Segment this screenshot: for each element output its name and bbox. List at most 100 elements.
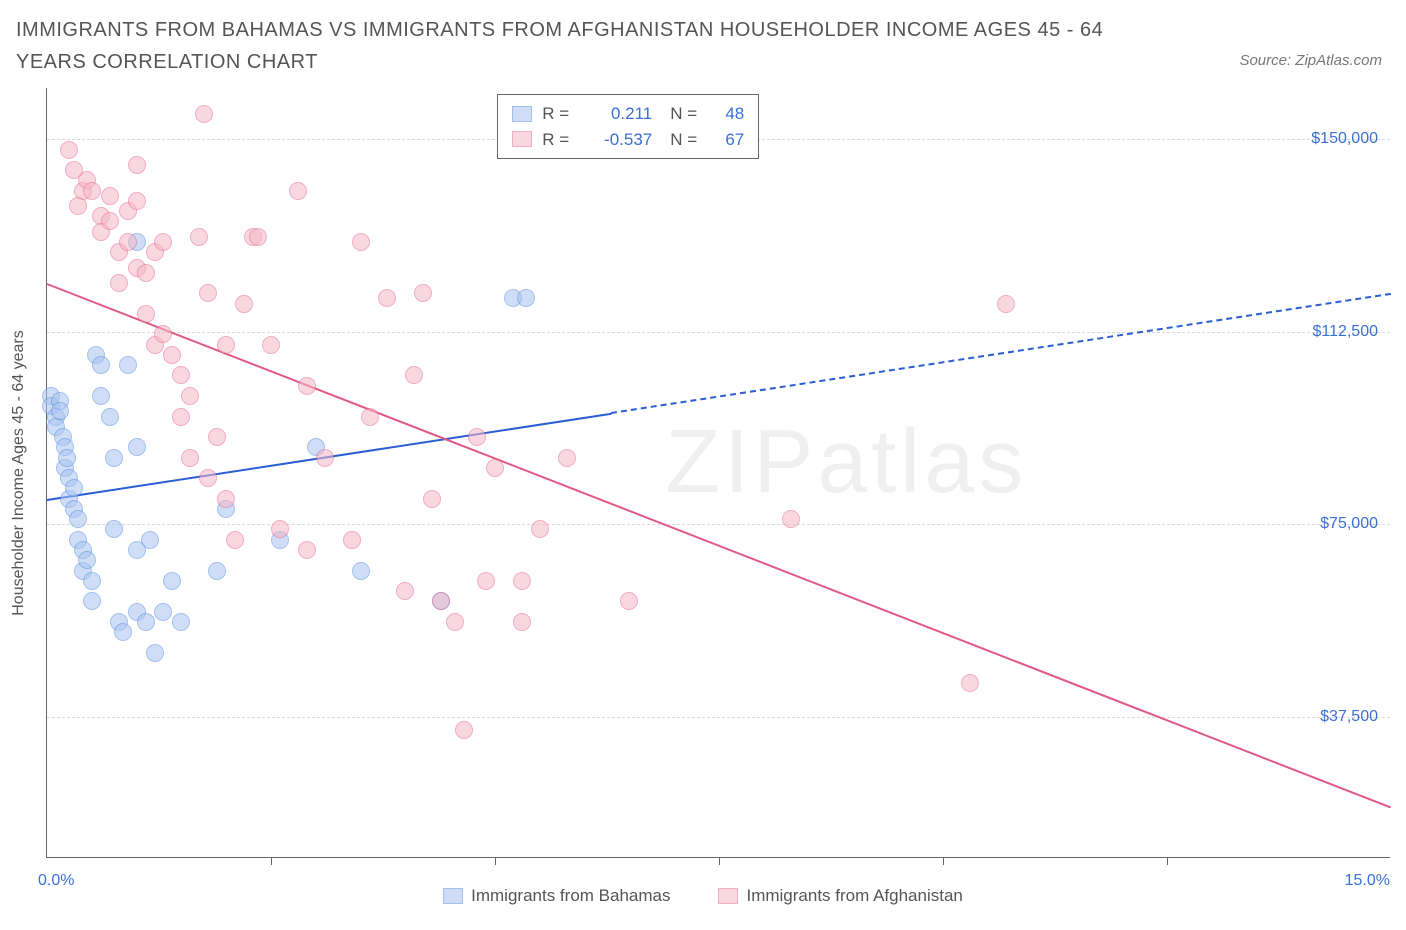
legend-r-value: -0.537 [584, 127, 652, 153]
scatter-point [396, 582, 414, 600]
scatter-point [782, 510, 800, 528]
scatter-point [235, 295, 253, 313]
scatter-point [343, 531, 361, 549]
scatter-point [60, 141, 78, 159]
scatter-point [141, 531, 159, 549]
scatter-point [101, 212, 119, 230]
scatter-point [78, 551, 96, 569]
gridline [47, 332, 1390, 333]
scatter-point [432, 592, 450, 610]
scatter-point [226, 531, 244, 549]
scatter-point [181, 449, 199, 467]
scatter-point [105, 449, 123, 467]
legend-swatch [718, 888, 738, 904]
scatter-point [558, 449, 576, 467]
watermark: ZIPatlas [665, 411, 1027, 514]
scatter-point [128, 192, 146, 210]
scatter-point [217, 490, 235, 508]
legend-series-name: Immigrants from Bahamas [471, 886, 670, 906]
scatter-point [378, 289, 396, 307]
scatter-point [92, 356, 110, 374]
scatter-point [361, 408, 379, 426]
scatter-point [620, 592, 638, 610]
legend-swatch [512, 131, 532, 147]
scatter-point [146, 644, 164, 662]
scatter-point [163, 572, 181, 590]
scatter-point [289, 182, 307, 200]
scatter-point [477, 572, 495, 590]
legend-n-label: N = [670, 127, 702, 153]
scatter-point [414, 284, 432, 302]
x-max-label: 15.0% [1345, 872, 1390, 890]
scatter-point [83, 572, 101, 590]
legend-item: Immigrants from Afghanistan [718, 886, 962, 906]
scatter-point [208, 562, 226, 580]
scatter-point [92, 387, 110, 405]
scatter-point [455, 721, 473, 739]
scatter-point [69, 197, 87, 215]
y-tick-label: $112,500 [1312, 323, 1378, 341]
legend-swatch [443, 888, 463, 904]
legend-swatch [512, 106, 532, 122]
scatter-point [298, 377, 316, 395]
scatter-point [128, 438, 146, 456]
scatter-point [114, 623, 132, 641]
scatter-point [137, 613, 155, 631]
scatter-point [163, 346, 181, 364]
y-tick-label: $150,000 [1311, 130, 1378, 148]
legend-item: Immigrants from Bahamas [443, 886, 670, 906]
y-tick-label: $37,500 [1320, 708, 1378, 726]
scatter-point [172, 613, 190, 631]
chart-title: IMMIGRANTS FROM BAHAMAS VS IMMIGRANTS FR… [16, 14, 1166, 78]
scatter-point [190, 228, 208, 246]
scatter-point [961, 674, 979, 692]
scatter-point [137, 264, 155, 282]
scatter-point [137, 305, 155, 323]
gridline [47, 524, 1390, 525]
scatter-point [105, 520, 123, 538]
legend-n-label: N = [670, 101, 702, 127]
scatter-point [352, 562, 370, 580]
scatter-point [199, 469, 217, 487]
x-tick [495, 857, 496, 865]
scatter-point [110, 274, 128, 292]
source-label: Source: ZipAtlas.com [1239, 52, 1382, 69]
legend-series-name: Immigrants from Afghanistan [746, 886, 962, 906]
x-tick [1167, 857, 1168, 865]
scatter-point [298, 541, 316, 559]
scatter-point [486, 459, 504, 477]
scatter-point [101, 187, 119, 205]
scatter-point [423, 490, 441, 508]
legend-n-value: 67 [712, 127, 744, 153]
scatter-plot-area: Householder Income Ages 45 - 64 years ZI… [46, 88, 1390, 858]
scatter-point [249, 228, 267, 246]
scatter-point [352, 233, 370, 251]
x-min-label: 0.0% [38, 872, 74, 890]
scatter-point [83, 592, 101, 610]
scatter-point [531, 520, 549, 538]
scatter-point [101, 408, 119, 426]
scatter-point [262, 336, 280, 354]
scatter-point [517, 289, 535, 307]
legend-stats: R =0.211N =48R =-0.537N =67 [497, 94, 759, 159]
scatter-point [195, 105, 213, 123]
scatter-point [513, 613, 531, 631]
scatter-point [997, 295, 1015, 313]
x-tick [943, 857, 944, 865]
y-tick-label: $75,000 [1320, 515, 1378, 533]
scatter-point [199, 284, 217, 302]
scatter-point [128, 156, 146, 174]
scatter-point [271, 520, 289, 538]
legend-stats-row: R = -0.537 N = 67 [512, 127, 744, 153]
regression-line [47, 283, 1392, 808]
scatter-point [208, 428, 226, 446]
legend-stats-row: R =0.211N =48 [512, 101, 744, 127]
legend-r-label: R = [542, 127, 574, 153]
scatter-point [405, 366, 423, 384]
scatter-point [69, 510, 87, 528]
scatter-point [154, 325, 172, 343]
scatter-point [154, 233, 172, 251]
scatter-point [65, 479, 83, 497]
legend-n-value: 48 [712, 101, 744, 127]
scatter-point [172, 366, 190, 384]
